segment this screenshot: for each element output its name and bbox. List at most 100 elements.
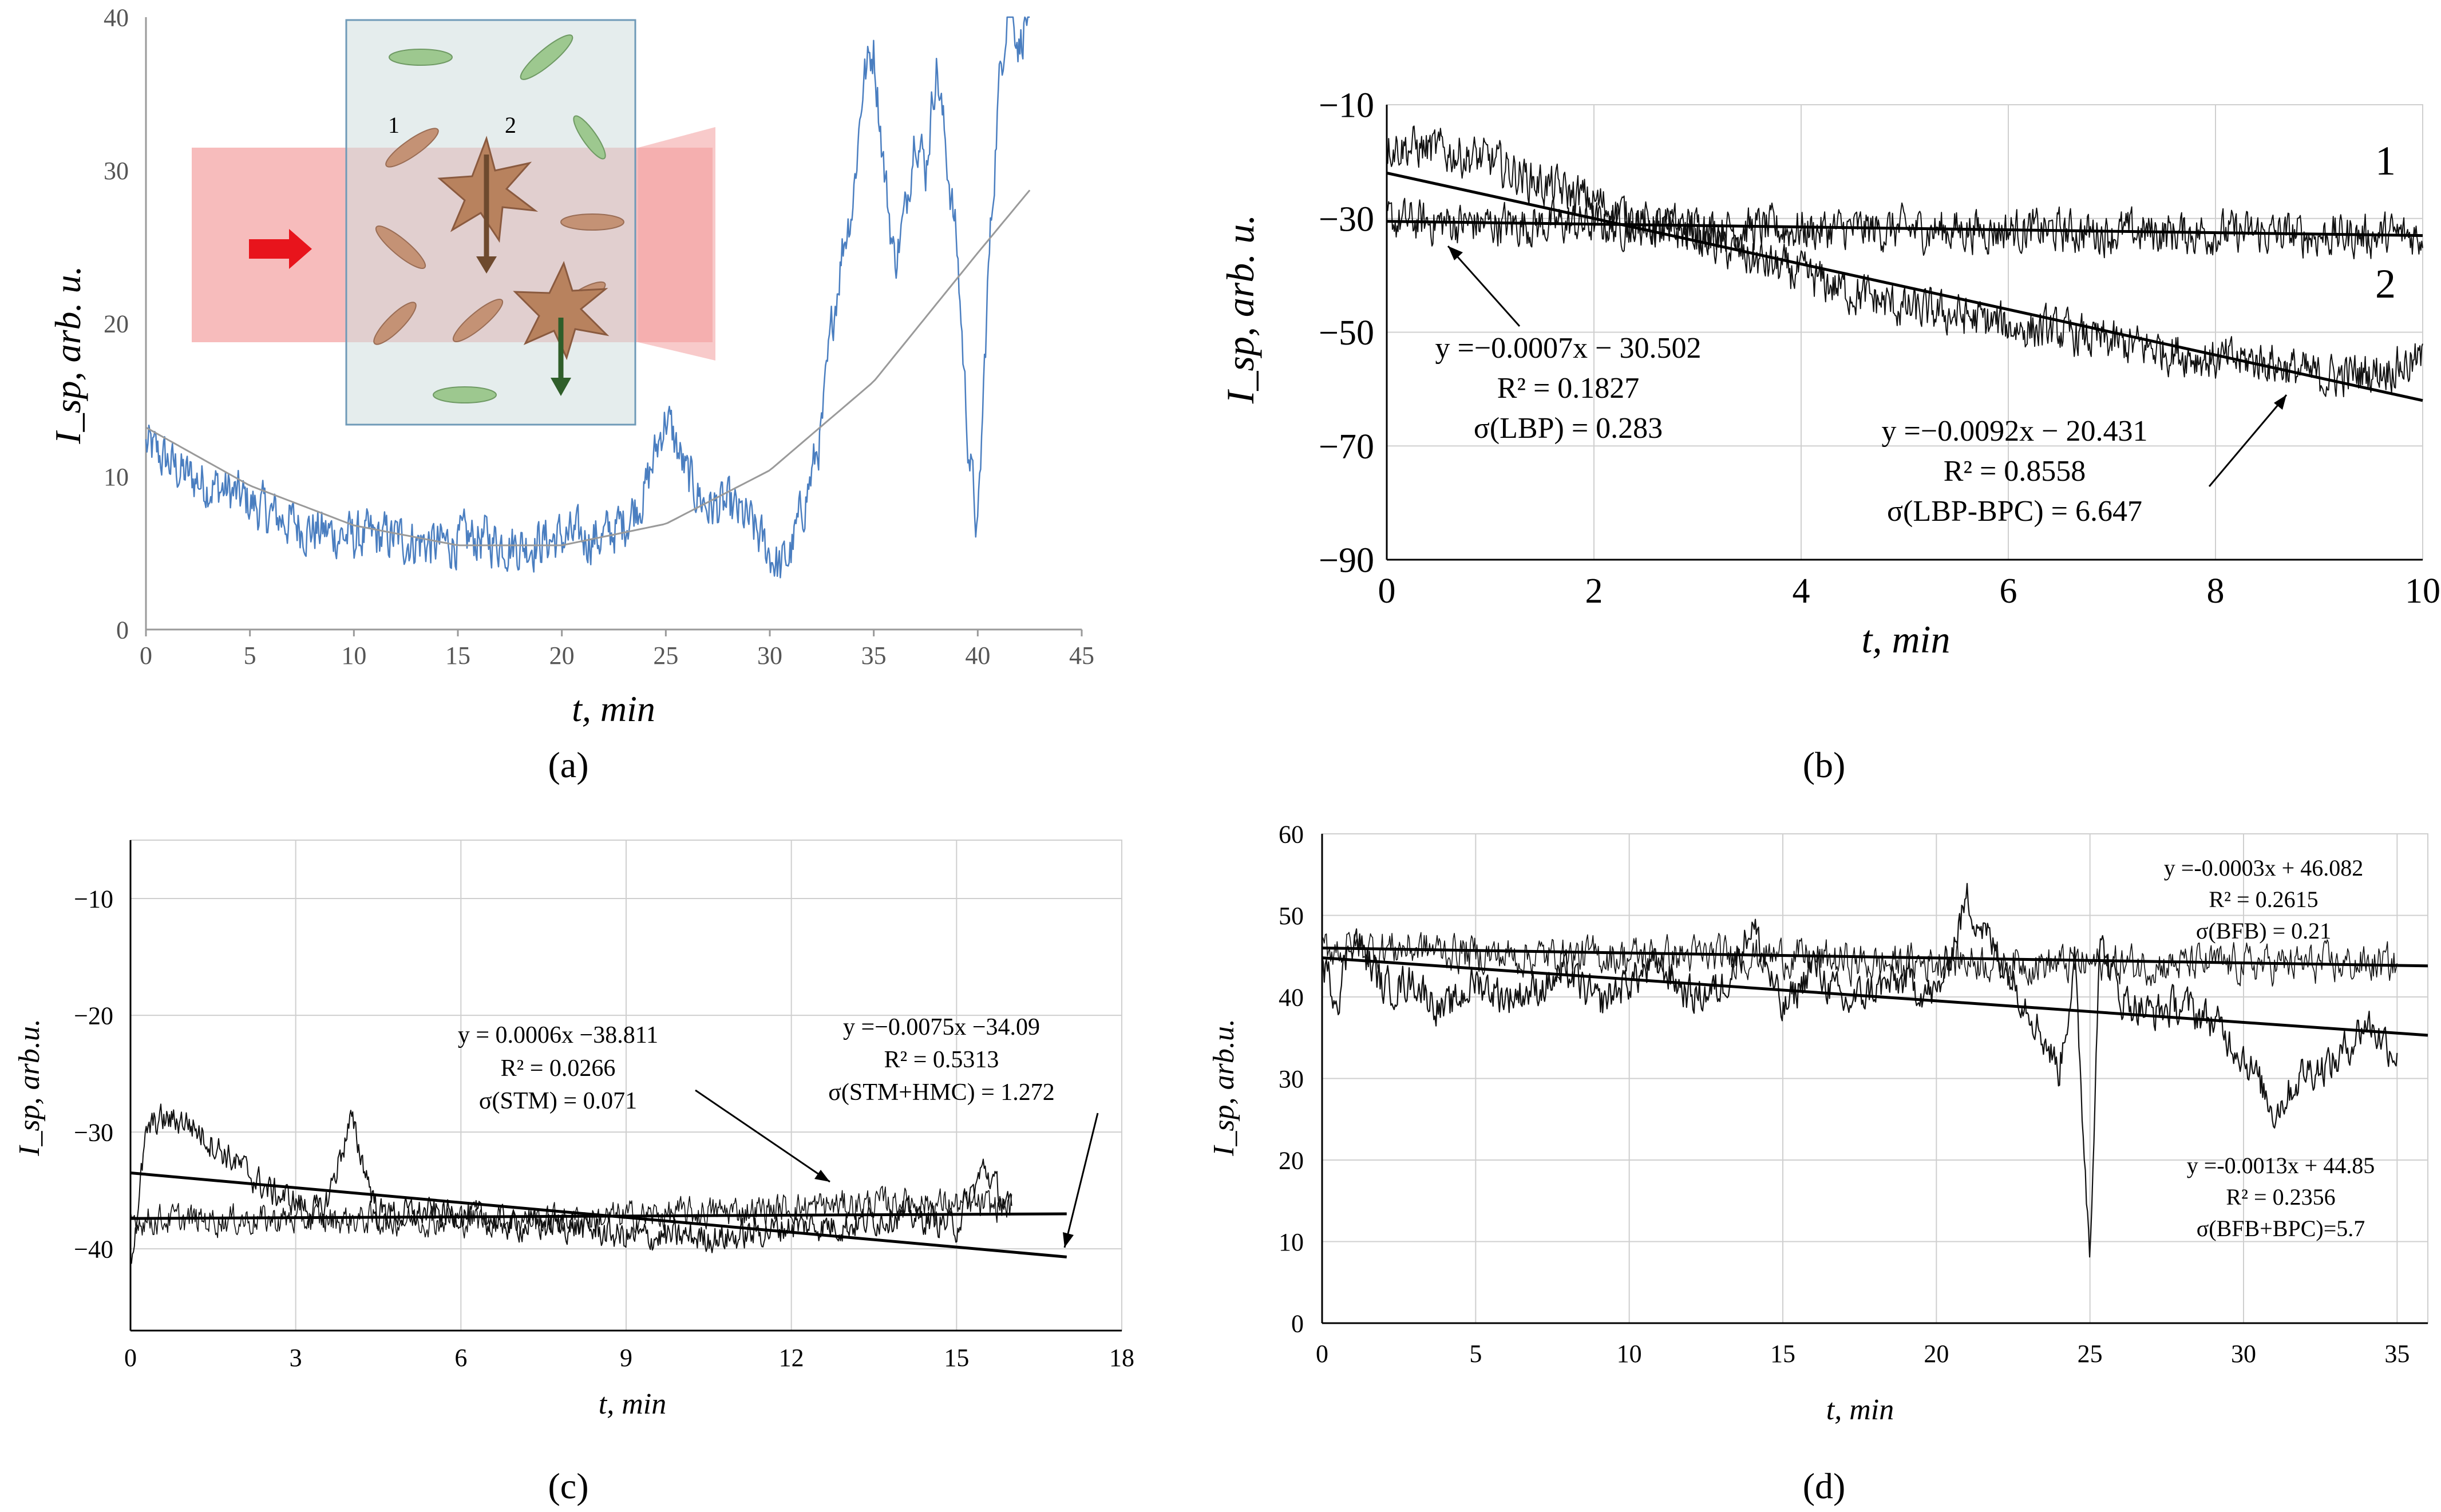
x-tick-label: 0: [140, 642, 152, 670]
panel-b-curve-label-1: 1: [2375, 138, 2396, 184]
panel-c-plot: 0 3 6 9 12 15 18 −10 −20 −30 −40: [74, 840, 1134, 1372]
x-tick-label: 6: [454, 1344, 467, 1372]
y-tick-label: −40: [74, 1236, 113, 1264]
y-tick-label: 50: [1279, 902, 1304, 930]
y-tick-label: −30: [1319, 200, 1374, 239]
x-tick-label: 45: [1069, 642, 1094, 670]
panel-a-inset-diagram: 1 2: [192, 19, 715, 426]
series-line-d-3: [1322, 956, 2428, 1037]
panel-b-annotation-1-line-3: σ(LBP) = 0.283: [1474, 412, 1663, 445]
y-tick-label: 10: [104, 463, 129, 491]
y-tick-label: −20: [74, 1002, 113, 1030]
panel-d-annotation-2-line-1: y =-0.0013x + 44.85: [2187, 1153, 2375, 1178]
x-tick-label: 30: [757, 642, 782, 670]
panel-c-arrow-1: [695, 1089, 830, 1183]
panel-b-arrowhead-2: [2274, 395, 2286, 410]
panel-d-ylabel: I_sp, arb.u.: [1208, 1019, 1240, 1157]
x-tick-label: 15: [944, 1344, 969, 1372]
x-tick-label: 25: [2078, 1340, 2103, 1368]
panel-b-ylabel: I_sp, arb. u.: [1218, 215, 1262, 405]
panel-b-annotation-2-line-3: σ(LBP-BPC) = 6.647: [1887, 495, 2142, 528]
panel-d-annotation-2-line-3: σ(BFB+BPC)=5.7: [2197, 1216, 2365, 1241]
panel-b-annotation-1-line-2: R² = 0.1827: [1497, 372, 1640, 405]
y-tick-label: 40: [1279, 983, 1304, 1011]
panel-c-annotation-1-line-1: y = 0.0006x −38.811: [458, 1022, 658, 1048]
y-tick-label: 20: [104, 310, 129, 338]
panel-b-arrow-1: [1447, 246, 1521, 327]
panel-c-annotation-1-line-3: σ(STM) = 0.071: [479, 1088, 637, 1114]
series-line-c-0: [130, 1103, 1012, 1264]
panel-a-plot: 0 5 10 15 20 25 30 35 40 45 0 10 20 30 40: [104, 3, 1094, 670]
panel-c-arrowhead-2: [1063, 1232, 1074, 1248]
panel-a-ylabel: I_sp, arb. u.: [48, 266, 88, 444]
panel-c-xlabel: t, min: [599, 1388, 666, 1420]
panel-b-annotation-2-line-1: y =−0.0092x − 20.431: [1882, 415, 2148, 448]
inset-label-1: 1: [388, 112, 399, 138]
y-tick-label: −50: [1319, 314, 1374, 353]
y-tick-label: 60: [1279, 820, 1304, 848]
y-tick-label: 30: [1279, 1065, 1304, 1093]
y-tick-label: 10: [1279, 1228, 1304, 1256]
panel-a: 1 2 0 5 10 15 20 25 30 35 40 45 0 10 20 30 40 t, min I…: [48, 3, 1094, 785]
series-line-d-1: [1321, 882, 2398, 1258]
panel-b-arrow-2: [2208, 394, 2288, 487]
x-tick-label: 25: [653, 642, 678, 670]
x-tick-label: 20: [549, 642, 575, 670]
panel-b-curve-label-2: 2: [2375, 261, 2396, 307]
x-tick-label: 15: [445, 642, 470, 670]
panel-d-annotation-1-line-1: y =-0.0003x + 46.082: [2164, 855, 2363, 881]
series-line-d-2: [1322, 947, 2428, 968]
panel-b-arrowhead-1: [1448, 246, 1463, 260]
x-tick-label: 40: [965, 642, 990, 670]
x-tick-label: 3: [290, 1344, 302, 1372]
panel-b-xlabel: t, min: [1862, 618, 1951, 661]
y-tick-label: −10: [74, 885, 113, 913]
panel-c-annotation-2-line-1: y =−0.0075x −34.09: [843, 1014, 1040, 1040]
x-tick-label: 0: [124, 1344, 137, 1372]
y-tick-label: −90: [1319, 541, 1374, 580]
panel-c-annotation-2-line-2: R² = 0.5313: [884, 1047, 999, 1073]
inset-cluster-2: [513, 260, 610, 396]
panel-b-label: (b): [1803, 745, 1846, 785]
x-tick-label: 0: [1378, 572, 1396, 611]
x-tick-label: 15: [1770, 1340, 1795, 1368]
panel-b-annotation-1-line-1: y =−0.0007x − 30.502: [1435, 332, 1702, 365]
x-tick-label: 8: [2207, 572, 2225, 611]
x-tick-label: 4: [1793, 572, 1810, 611]
panel-c-label: (c): [548, 1466, 588, 1506]
x-tick-label: 10: [2405, 572, 2440, 611]
panel-c-arrowhead-1: [814, 1170, 830, 1182]
series-line-d-0: [1322, 932, 2398, 987]
series-line-c-3: [130, 1171, 1067, 1258]
x-tick-label: 5: [244, 642, 256, 670]
panel-d-annotation-1-line-3: σ(BFB) = 0.21: [2196, 918, 2331, 944]
series-line-b-2: [1386, 220, 2423, 238]
x-tick-label: 2: [1585, 572, 1603, 611]
panel-b-annotation-2-line-2: R² = 0.8558: [1944, 455, 2086, 488]
y-tick-label: 20: [1279, 1146, 1304, 1174]
x-tick-label: 30: [2231, 1340, 2256, 1368]
y-tick-label: 0: [116, 616, 129, 644]
x-tick-label: 10: [1617, 1340, 1642, 1368]
inset-label-2: 2: [505, 112, 516, 138]
x-tick-label: 0: [1316, 1340, 1328, 1368]
inset-arrow-icon: [249, 229, 312, 269]
panel-d-annotation-1-line-2: R² = 0.2615: [2209, 886, 2318, 912]
x-tick-label: 10: [341, 642, 366, 670]
x-tick-label: 12: [779, 1344, 804, 1372]
panel-b: 0 2 4 6 8 10 −10 −30 −50 −70 −90 y =−0.0007x − 30.…: [1218, 86, 2440, 785]
panel-a-label: (a): [548, 745, 588, 785]
inset-particles-green: [389, 34, 606, 403]
panel-c-ylabel: I_sp, arb.u.: [13, 1019, 46, 1157]
panel-d: 0 5 10 15 20 25 30 35 0 10 20 30 40 50 60 y =-0.0003x …: [1208, 820, 2428, 1506]
series-line-c-1: [130, 1186, 1012, 1239]
y-tick-label: 30: [104, 157, 129, 185]
y-tick-label: 0: [1291, 1309, 1304, 1337]
x-tick-label: 9: [620, 1344, 632, 1372]
y-tick-label: 40: [104, 3, 129, 31]
panel-c-arrow-2: [1063, 1113, 1099, 1248]
x-tick-label: 5: [1469, 1340, 1482, 1368]
panel-d-label: (d): [1803, 1466, 1846, 1506]
series-line-b-3: [1386, 171, 2423, 402]
